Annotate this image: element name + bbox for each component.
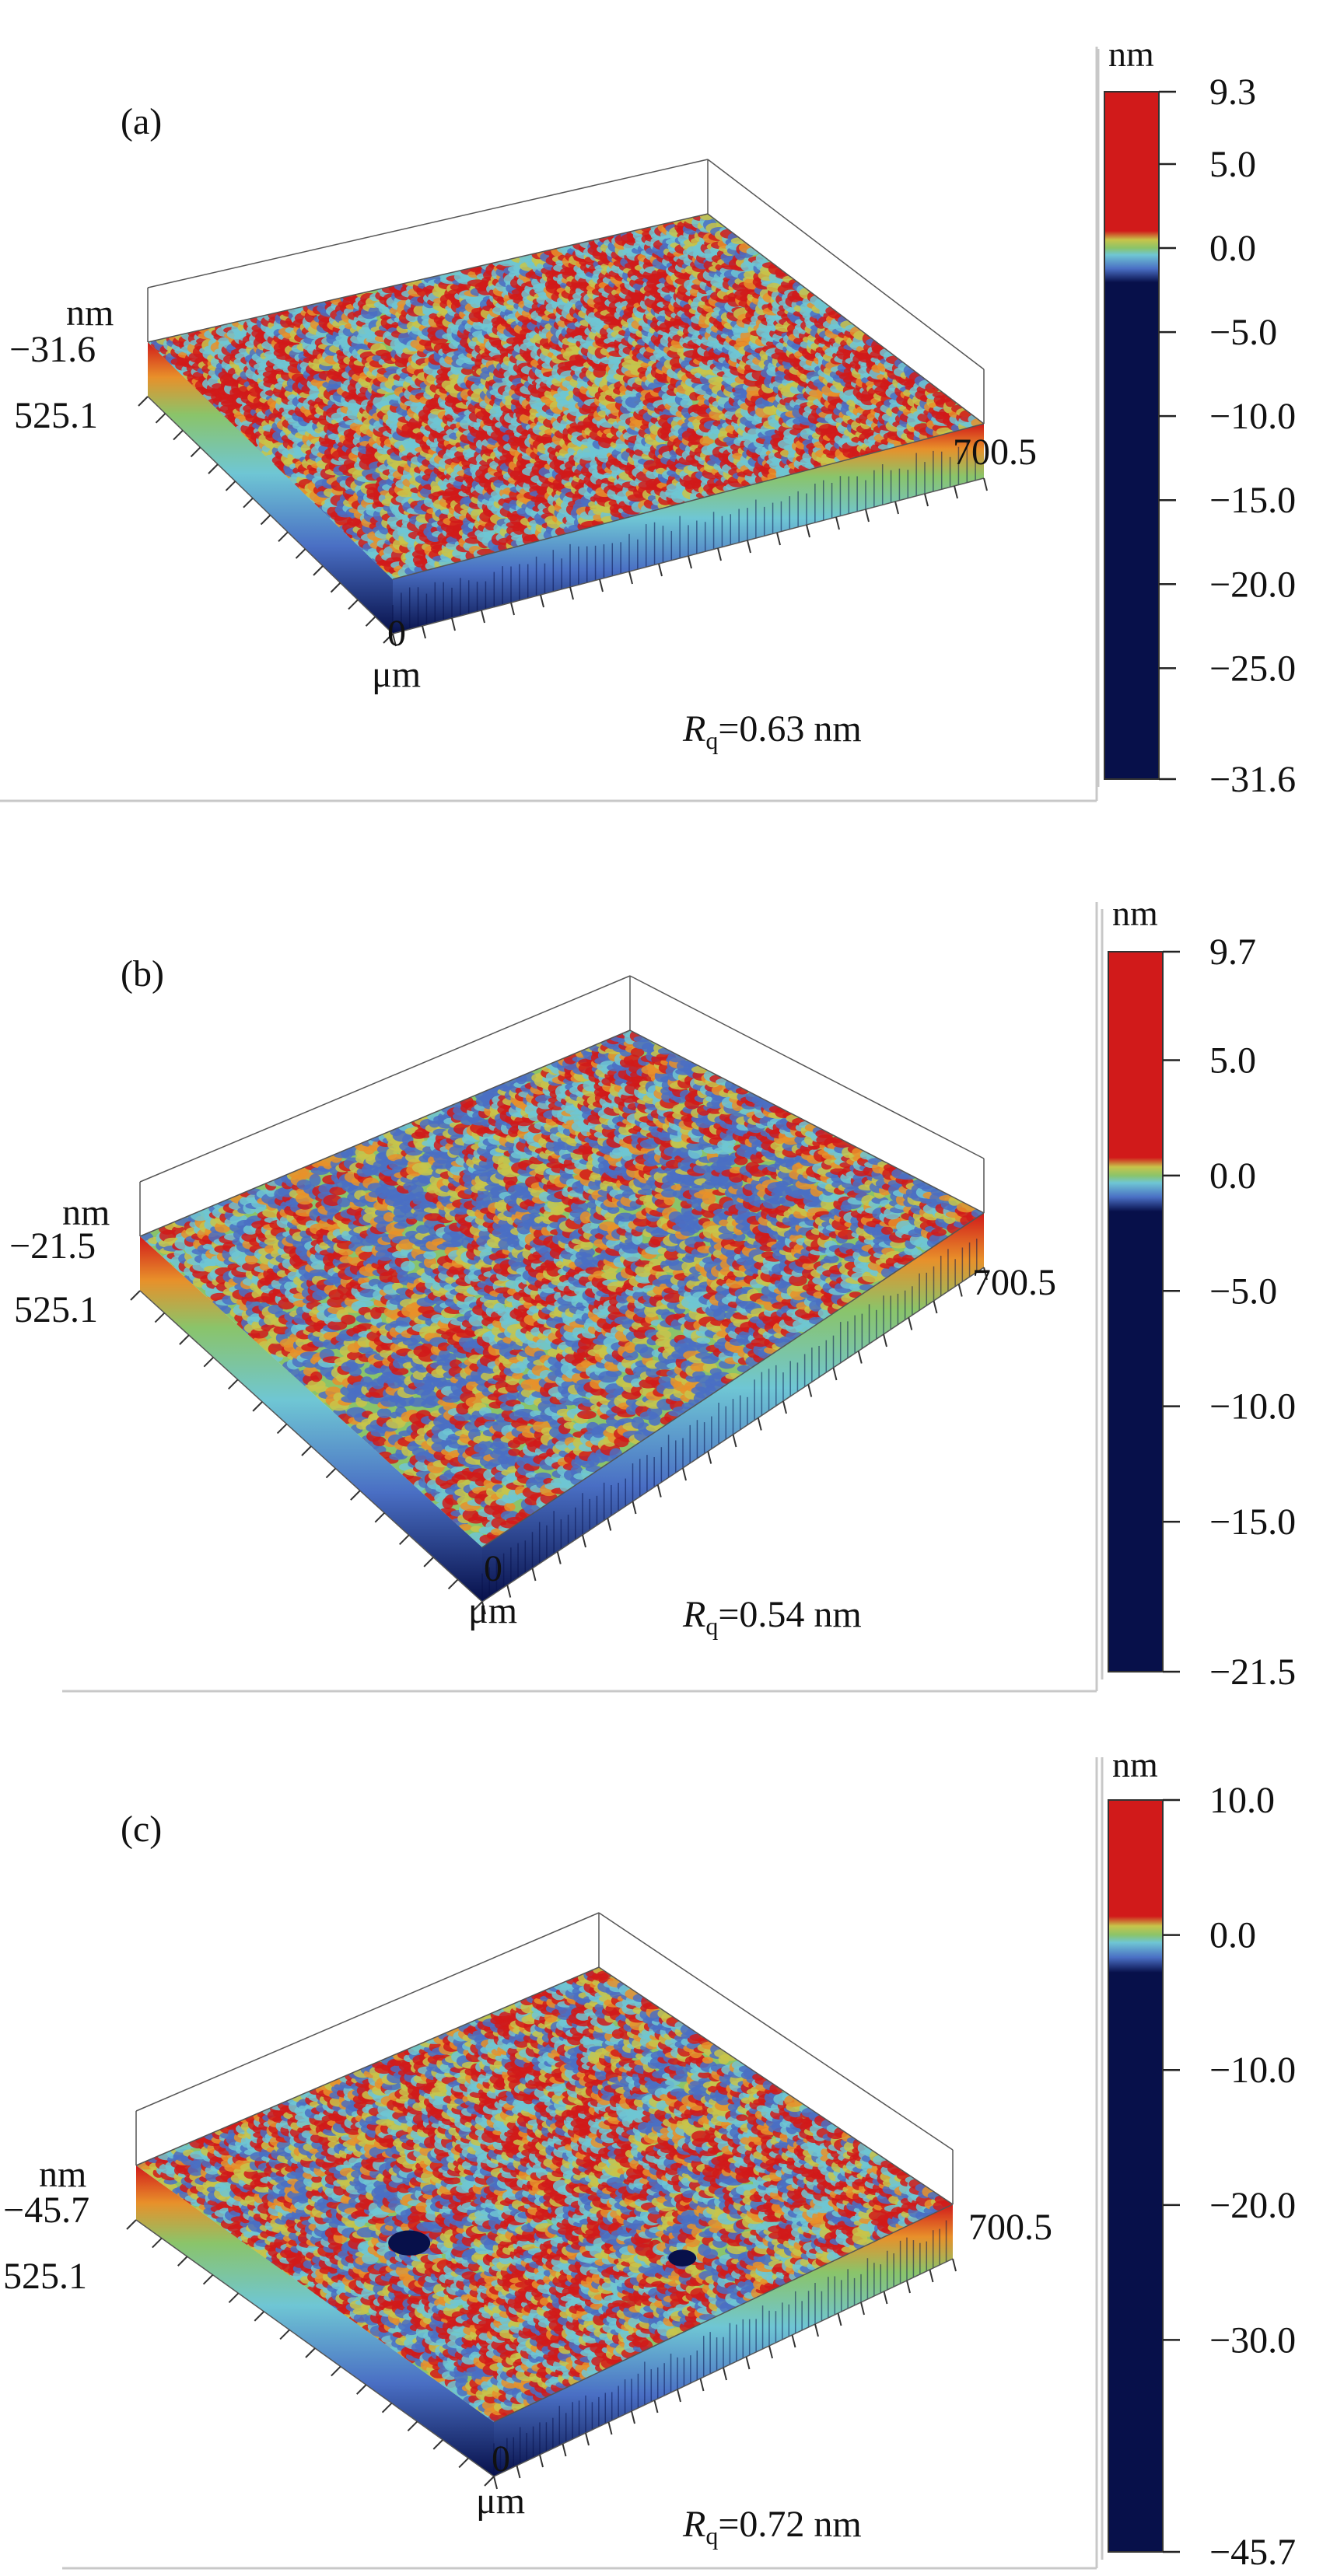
axis-tick bbox=[451, 617, 456, 631]
panel-a: nm9.35.00.0−5.0−10.0−15.0−20.0−25.0−31.6… bbox=[0, 34, 1296, 802]
axis-tick bbox=[628, 571, 633, 585]
surface-3d-plot bbox=[0, 47, 1098, 802]
surface-texture bbox=[148, 214, 984, 579]
axis-tick bbox=[540, 594, 544, 608]
axis-tick bbox=[658, 563, 663, 577]
axis-tick bbox=[569, 586, 574, 600]
axis-tick bbox=[717, 547, 722, 561]
left-side-face bbox=[148, 342, 393, 634]
axis-tick bbox=[599, 578, 604, 592]
axis-tick bbox=[422, 625, 426, 639]
axis-tick bbox=[481, 610, 485, 624]
axis-tick bbox=[510, 602, 515, 616]
axis-tick bbox=[688, 555, 692, 569]
